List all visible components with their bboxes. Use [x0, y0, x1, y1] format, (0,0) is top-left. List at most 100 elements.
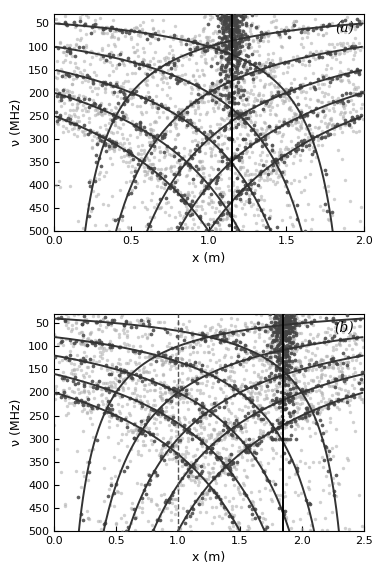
Point	[297, 390, 303, 399]
Point	[225, 23, 231, 32]
Point	[209, 502, 215, 511]
Point	[148, 71, 154, 80]
Point	[293, 329, 299, 338]
Point	[288, 431, 294, 440]
Point	[273, 222, 279, 231]
Point	[311, 83, 317, 93]
Point	[182, 158, 188, 167]
Point	[228, 124, 234, 133]
Point	[227, 467, 233, 476]
Point	[229, 135, 235, 144]
Point	[107, 114, 113, 123]
Point	[328, 64, 334, 73]
Point	[231, 190, 237, 199]
Point	[278, 312, 284, 321]
Point	[229, 26, 235, 35]
Point	[285, 395, 291, 404]
Point	[238, 163, 244, 172]
Point	[320, 428, 326, 437]
Point	[239, 149, 245, 158]
Point	[178, 329, 184, 339]
Point	[77, 16, 83, 26]
Point	[233, 18, 239, 27]
Point	[97, 14, 103, 23]
Point	[141, 422, 147, 431]
Point	[241, 444, 247, 453]
Point	[201, 463, 207, 472]
Point	[352, 329, 358, 338]
Point	[326, 118, 332, 127]
Point	[346, 22, 352, 31]
Point	[201, 89, 207, 98]
Point	[281, 314, 287, 323]
Point	[152, 143, 158, 152]
Point	[193, 371, 199, 381]
Point	[232, 168, 238, 177]
Point	[176, 166, 182, 176]
Point	[212, 85, 218, 94]
Point	[345, 119, 351, 128]
Point	[353, 107, 359, 116]
Point	[337, 49, 343, 58]
Point	[58, 65, 64, 74]
Point	[266, 348, 272, 357]
Point	[139, 428, 145, 437]
Point	[251, 103, 257, 112]
Point	[259, 138, 265, 147]
Point	[108, 136, 114, 145]
Point	[302, 458, 308, 467]
Point	[87, 382, 93, 391]
Point	[290, 385, 296, 394]
Point	[157, 516, 163, 525]
Point	[275, 348, 281, 357]
Point	[356, 68, 362, 77]
Point	[279, 330, 285, 339]
Point	[230, 160, 236, 169]
Point	[285, 379, 291, 388]
Point	[272, 318, 278, 327]
Point	[257, 414, 263, 423]
Point	[269, 125, 275, 134]
Point	[218, 53, 224, 62]
Point	[269, 385, 275, 394]
Point	[285, 375, 291, 384]
Point	[226, 40, 232, 49]
Point	[283, 368, 289, 377]
Point	[231, 26, 237, 35]
Point	[122, 95, 128, 105]
Point	[188, 527, 194, 536]
Point	[229, 494, 235, 503]
Point	[231, 61, 236, 70]
Point	[344, 360, 350, 369]
Point	[333, 319, 339, 328]
Point	[330, 343, 336, 352]
Point	[268, 318, 274, 327]
Point	[311, 338, 317, 347]
Point	[350, 127, 356, 136]
Point	[348, 115, 354, 124]
Point	[122, 90, 128, 99]
Point	[185, 120, 191, 129]
Point	[66, 43, 72, 52]
Point	[329, 334, 335, 343]
Point	[232, 41, 238, 51]
Point	[161, 183, 167, 193]
Point	[221, 336, 227, 345]
Point	[109, 386, 115, 395]
Point	[132, 61, 138, 70]
Point	[91, 67, 97, 76]
Point	[288, 324, 294, 333]
Point	[208, 433, 214, 442]
Point	[304, 404, 310, 413]
Point	[207, 127, 213, 136]
Point	[168, 425, 174, 435]
Point	[279, 330, 285, 339]
Point	[351, 100, 357, 109]
Point	[238, 38, 244, 47]
Point	[252, 454, 258, 463]
Point	[199, 196, 205, 205]
Point	[162, 388, 168, 397]
Point	[190, 376, 196, 385]
Point	[191, 42, 197, 51]
Point	[151, 145, 157, 154]
